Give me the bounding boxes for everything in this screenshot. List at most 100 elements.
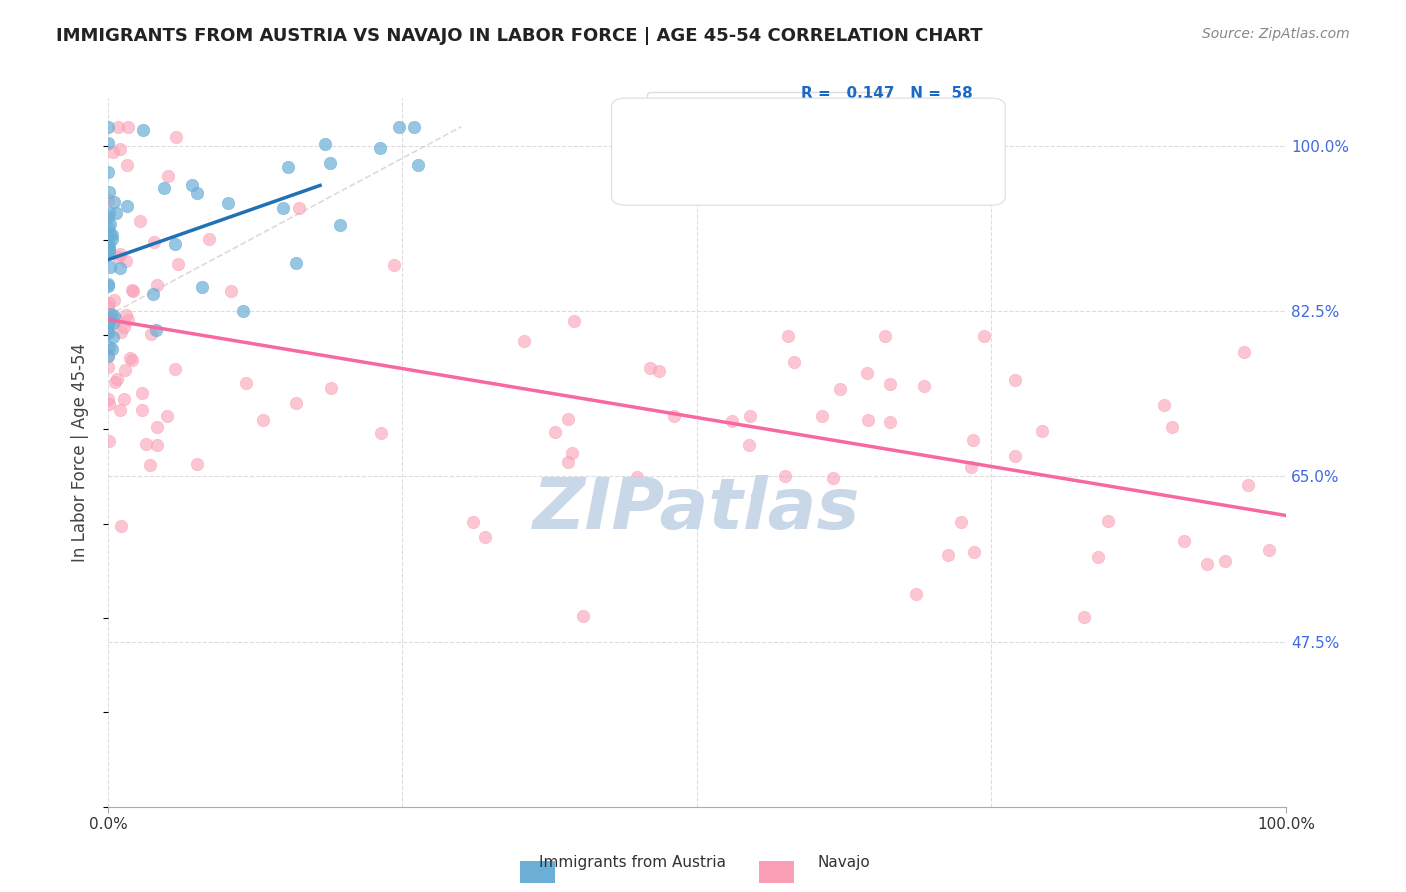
Point — [98, 397, 121, 411]
Point — [1153, 398, 1175, 412]
Point — [773, 469, 796, 483]
Point — [105, 372, 128, 386]
Point — [557, 455, 579, 469]
Point — [97, 300, 120, 314]
Point — [1195, 557, 1218, 571]
Point — [97, 242, 120, 256]
Point — [950, 515, 973, 529]
Point — [101, 316, 124, 330]
Point — [314, 136, 336, 151]
Point — [103, 194, 125, 209]
Point — [232, 303, 254, 318]
Point — [638, 360, 661, 375]
Point — [388, 120, 411, 134]
Point — [97, 316, 120, 330]
Point — [97, 136, 120, 150]
Point — [101, 145, 124, 159]
Point — [285, 395, 308, 409]
Text: ZIPatlas: ZIPatlas — [533, 475, 860, 544]
Point — [721, 414, 744, 428]
Point — [108, 246, 131, 260]
Point — [1004, 373, 1026, 387]
Point — [97, 310, 120, 324]
Text: IMMIGRANTS FROM AUSTRIA VS NAVAJO IN LABOR FORCE | AGE 45-54 CORRELATION CHART: IMMIGRANTS FROM AUSTRIA VS NAVAJO IN LAB… — [56, 27, 983, 45]
Point — [97, 219, 120, 234]
Point — [1161, 420, 1184, 434]
Point — [960, 460, 983, 475]
Point — [285, 256, 308, 270]
Point — [561, 446, 583, 460]
Point — [156, 409, 179, 423]
Point — [319, 381, 342, 395]
Point — [107, 120, 129, 134]
Point — [97, 243, 120, 257]
Point — [936, 549, 959, 563]
Point — [406, 158, 429, 172]
Point — [97, 244, 120, 258]
Y-axis label: In Labor Force | Age 45-54: In Labor Force | Age 45-54 — [72, 343, 89, 562]
Point — [664, 409, 686, 424]
Point — [856, 367, 879, 381]
Point — [132, 123, 155, 137]
Point — [463, 515, 485, 529]
Point — [108, 261, 131, 276]
Point — [98, 296, 121, 310]
Point — [108, 142, 131, 156]
Point — [737, 438, 759, 452]
Point — [110, 518, 132, 533]
Point — [235, 376, 257, 390]
Point — [97, 325, 120, 339]
Point — [1215, 554, 1237, 568]
Point — [131, 386, 153, 401]
Point — [166, 257, 188, 271]
Point — [101, 342, 124, 356]
Point — [122, 284, 145, 298]
Point — [562, 313, 585, 327]
Point — [778, 329, 800, 343]
Point — [219, 285, 242, 299]
Point — [152, 181, 174, 195]
Point — [115, 254, 138, 268]
Point — [97, 340, 120, 354]
Point — [97, 242, 120, 256]
Point — [97, 278, 120, 293]
Point — [97, 326, 120, 340]
Point — [370, 425, 392, 440]
Point — [1237, 477, 1260, 491]
Point — [277, 161, 299, 175]
Point — [557, 412, 579, 426]
Legend: Immigrants from Austria, Navajo: Immigrants from Austria, Navajo — [647, 92, 887, 148]
Point — [108, 403, 131, 417]
Point — [115, 158, 138, 172]
Point — [186, 186, 208, 201]
Point — [271, 201, 294, 215]
Point — [1004, 450, 1026, 464]
Point — [104, 375, 127, 389]
Point — [145, 323, 167, 337]
Point — [180, 178, 202, 193]
Point — [97, 230, 120, 244]
Point — [402, 120, 425, 134]
Point — [905, 587, 928, 601]
Point — [821, 471, 844, 485]
Point — [97, 238, 120, 252]
Point — [1258, 542, 1281, 557]
Point — [107, 250, 129, 264]
Point — [98, 217, 121, 231]
Point — [146, 277, 169, 292]
Point — [98, 260, 121, 274]
Point — [165, 237, 187, 252]
Point — [97, 392, 120, 407]
Point — [118, 351, 141, 366]
Point — [117, 313, 139, 327]
Point — [1233, 345, 1256, 359]
Point — [100, 227, 122, 242]
Point — [745, 489, 768, 503]
Point — [103, 309, 125, 323]
Point — [112, 392, 135, 406]
Point — [101, 232, 124, 246]
Point — [740, 409, 762, 423]
Text: R = -0.389   N = 110: R = -0.389 N = 110 — [801, 122, 974, 136]
Point — [474, 530, 496, 544]
Text: Immigrants from Austria: Immigrants from Austria — [538, 855, 727, 870]
